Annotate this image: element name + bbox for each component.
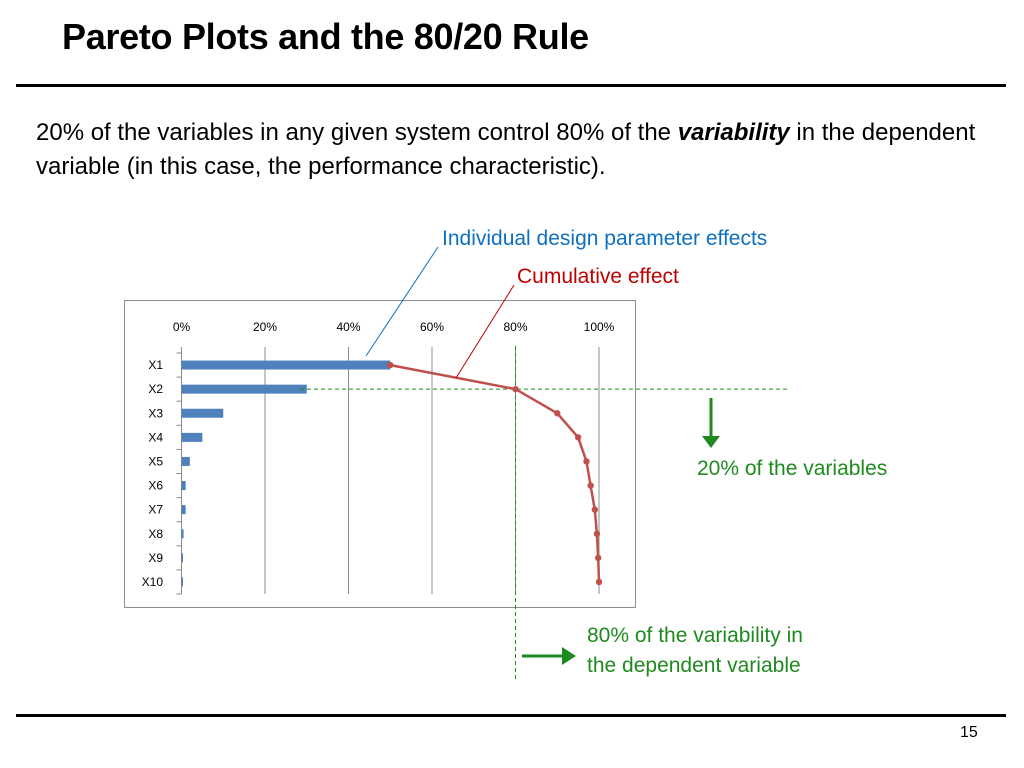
category-label: X2: [148, 382, 163, 396]
category-label: X5: [148, 454, 163, 468]
chart-frame: [124, 300, 636, 608]
bar: [181, 432, 203, 442]
x-tick-label: 80%: [503, 320, 527, 334]
category-label: X1: [148, 358, 163, 372]
x-tick-label: 40%: [336, 320, 360, 334]
x-tick-label: 20%: [253, 320, 277, 334]
bar: [181, 529, 184, 539]
category-label: X4: [148, 430, 163, 444]
eighty-percent-label-line1: 80% of the variability in: [587, 624, 803, 647]
cumulative-point: [554, 410, 561, 417]
title-divider: [16, 84, 1006, 87]
individual-callout-line: [365, 246, 439, 357]
category-label: X8: [148, 527, 163, 541]
down-arrow-head: [702, 436, 720, 448]
bar: [181, 553, 183, 563]
cumulative-callout-line: [455, 284, 515, 379]
x-tick-label: 100%: [584, 320, 615, 334]
body-text-part2: in the dependent variable (in this case,…: [36, 119, 976, 180]
twenty-percent-label: 20% of the variables: [697, 457, 888, 480]
category-label: X3: [148, 406, 163, 420]
bar: [181, 481, 186, 491]
bar: [181, 505, 186, 515]
bar: [181, 456, 190, 466]
bar: [181, 408, 224, 418]
bar: [181, 577, 183, 587]
eighty-percent-label-line2: the dependent variable: [587, 654, 801, 677]
body-text-emphasis: variability: [677, 119, 790, 146]
cumulative-point: [583, 458, 590, 465]
cumulative-effect-label: Cumulative effect: [517, 265, 679, 288]
category-label: X7: [148, 503, 163, 517]
individual-effects-label: Individual design parameter effects: [442, 227, 768, 250]
cumulative-point: [593, 530, 601, 537]
category-label: X9: [148, 551, 163, 565]
x-tick-label: 60%: [420, 320, 444, 334]
page-number: 15: [960, 724, 978, 741]
cumulative-point: [512, 385, 519, 393]
category-label: X10: [142, 575, 164, 589]
category-label: X6: [148, 479, 163, 493]
cumulative-point: [595, 578, 603, 586]
bar: [181, 384, 307, 394]
cumulative-point: [574, 434, 582, 441]
x-tick-label: 0%: [173, 320, 191, 334]
cumulative-point: [591, 506, 599, 513]
cumulative-point: [387, 361, 394, 369]
cumulative-point: [587, 482, 594, 489]
cumulative-line: [390, 363, 601, 583]
footer-divider: [16, 714, 1006, 717]
right-arrow-head: [562, 647, 576, 665]
cumulative-point: [594, 554, 602, 562]
body-text: 20% of the variables in any given system…: [36, 116, 986, 184]
bar: [181, 360, 391, 370]
body-text-part1: 20% of the variables in any given system…: [36, 119, 678, 146]
slide-title: Pareto Plots and the 80/20 Rule: [62, 16, 589, 57]
